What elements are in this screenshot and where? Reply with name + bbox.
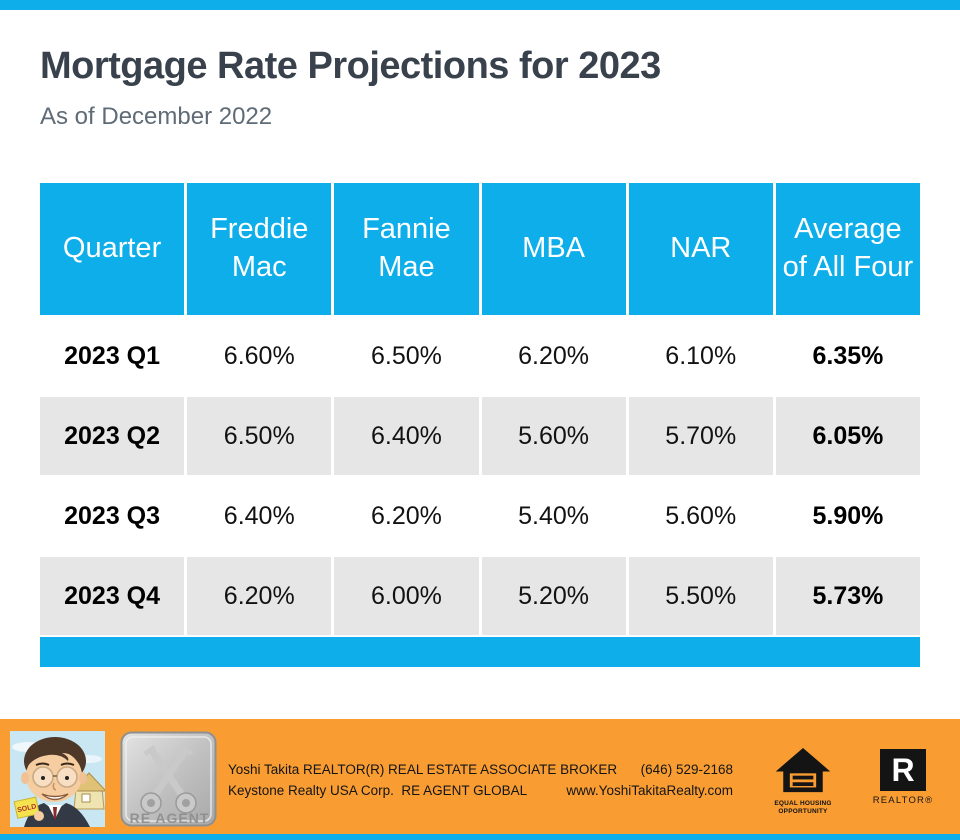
projections-table: Quarter Freddie Mac Fannie Mae MBA NAR A… [40,183,920,667]
row-q4-quarter: 2023 Q4 [40,557,185,635]
footer-band: SOLD RE AGENT Yoshi Takita R [0,719,960,840]
page-subtitle: As of December 2022 [40,103,273,130]
row-q4-average: 5.73% [775,557,920,635]
row-q1-quarter: 2023 Q1 [40,317,185,395]
header-cell-freddie-mac: Freddie Mac [187,183,332,315]
equal-housing-logo: EQUAL HOUSING OPPORTUNITY [770,747,836,815]
agent-name-line: Yoshi Takita REALTOR(R) REAL ESTATE ASSO… [228,762,618,777]
realtor-r-icon: R [880,749,926,791]
row-q4-freddie: 6.20% [187,557,332,635]
header-cell-fannie-mae: Fannie Mae [334,183,479,315]
agent-info-block: Yoshi Takita REALTOR(R) REAL ESTATE ASSO… [228,760,733,800]
row-q1-fannie: 6.50% [334,317,479,395]
company-line: Keystone Realty USA Corp. RE AGENT GLOBA… [228,782,528,798]
equal-housing-house-icon [775,747,831,793]
header-cell-mba: MBA [481,183,626,315]
row-q2-mba: 5.60% [481,397,626,475]
realtor-logo-label: REALTOR® [872,795,934,806]
row-q3-average: 5.90% [775,477,920,555]
row-q1-nar: 6.10% [628,317,773,395]
page-title: Mortgage Rate Projections for 2023 [40,45,661,87]
equal-housing-label-line2: OPPORTUNITY [778,807,828,815]
row-q1-average: 6.35% [775,317,920,395]
header-cell-average: Average of All Four [775,183,920,315]
table-footer-bar [40,637,920,667]
equal-housing-label-line1: EQUAL HOUSING [774,800,832,807]
row-q4-fannie: 6.00% [334,557,479,635]
row-q3-fannie: 6.20% [334,477,479,555]
row-q3-quarter: 2023 Q3 [40,477,185,555]
crossed-keys-icon [140,744,197,814]
header-cell-nar: NAR [628,183,773,315]
row-q1-mba: 6.20% [481,317,626,395]
row-q3-mba: 5.40% [481,477,626,555]
footer-accent-strip [0,834,960,840]
row-q2-freddie: 6.50% [187,397,332,475]
row-q2-quarter: 2023 Q2 [40,397,185,475]
website-url: www.YoshiTakitaRealty.com [566,782,733,798]
re-agent-logo-label: RE AGENT [130,810,210,826]
row-q3-nar: 5.60% [628,477,773,555]
sold-sign-label: SOLD [17,803,37,814]
row-q2-fannie: 6.40% [334,397,479,475]
header-cell-quarter: Quarter [40,183,185,315]
row-q2-nar: 5.70% [628,397,773,475]
row-q2-average: 6.05% [775,397,920,475]
row-q4-nar: 5.50% [628,557,773,635]
row-q1-freddie: 6.60% [187,317,332,395]
agent-portrait: SOLD [10,731,105,827]
top-accent-bar [0,0,960,10]
row-q4-mba: 5.20% [481,557,626,635]
re-agent-logo: RE AGENT [120,731,217,827]
row-q3-freddie: 6.40% [187,477,332,555]
realtor-logo: R REALTOR® [872,749,934,806]
phone-number: (646) 529-2168 [640,762,733,777]
